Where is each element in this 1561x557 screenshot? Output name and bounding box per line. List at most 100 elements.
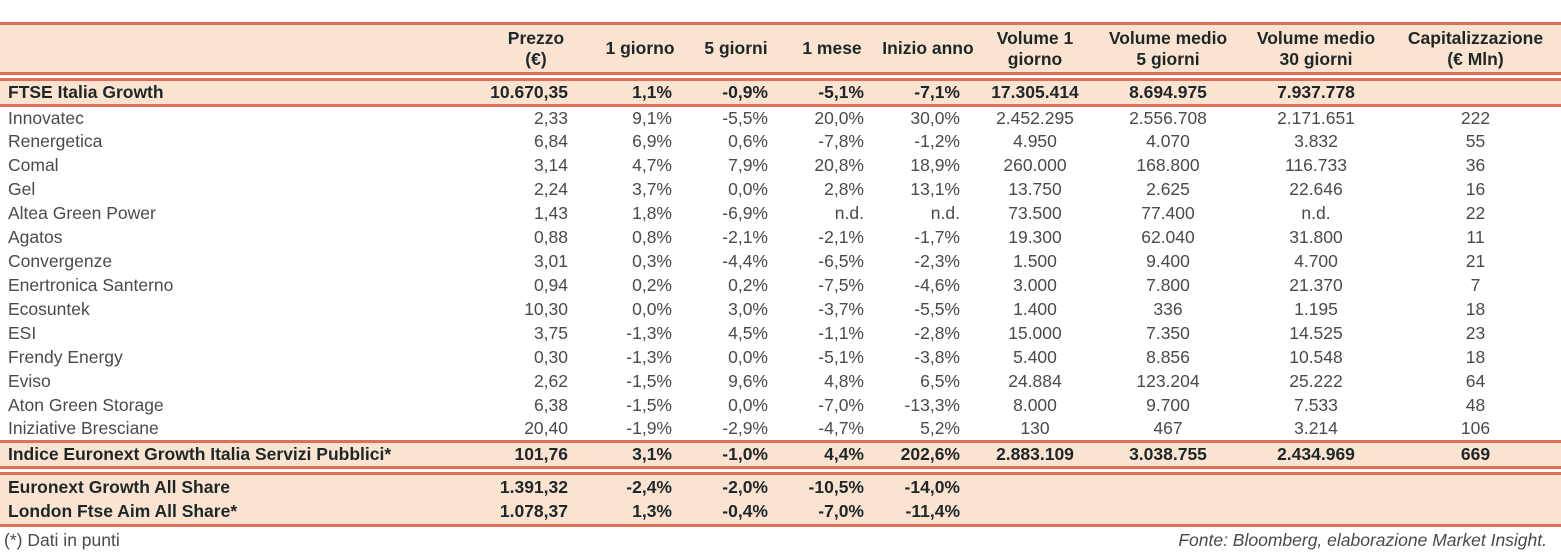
cell: 1,43 <box>533 203 568 223</box>
header-cell-giorno-1: 1 giorno <box>592 22 688 75</box>
cell: -7,1% <box>880 78 976 107</box>
cell: 2,62 <box>533 371 568 391</box>
cell: 2.452.295 <box>996 107 1074 128</box>
row-label: Altea Green Power <box>8 203 156 223</box>
cell: 19.300 <box>1008 227 1062 247</box>
cell: 64 <box>1465 371 1486 391</box>
cell: 1.391,32 <box>480 472 592 500</box>
header-label: Volume medio <box>1108 28 1228 49</box>
cell: 36 <box>1465 155 1486 175</box>
cell: 22 <box>1465 203 1486 223</box>
header-cell-volume-medio-30-giorni: Volume medio 30 giorni <box>1242 22 1390 75</box>
cell: -3,7% <box>818 299 864 319</box>
cell: 7.937.778 <box>1242 78 1390 107</box>
cell: 9,1% <box>632 107 672 128</box>
cell: 0,2% <box>632 275 672 295</box>
row-label: Renergetica <box>8 131 103 151</box>
cell: -6,9% <box>722 203 768 223</box>
cell: 4.070 <box>1146 131 1190 151</box>
index-row-euronext-growth-italia-servizi-pubblici: Indice Euronext Growth Italia Servizi Pu… <box>0 440 1561 469</box>
cell: 0,0% <box>728 179 768 199</box>
cell: -5,1% <box>818 347 864 367</box>
table-header-row: Prezzo (€) 1 giorno 5 giorni 1 mese Inizio an… <box>0 22 1561 75</box>
cell: 2,33 <box>533 107 568 128</box>
cell: 3.038.755 <box>1094 440 1242 469</box>
header-cell-capitalizzazione: Capitalizzazione (€ Mln) <box>1390 22 1561 75</box>
stock-row-ecosuntek: Ecosuntek 10,30 0,0% 3,0% -3,7% -5,5% 1.400 336… <box>0 298 1561 322</box>
cell: 669 <box>1390 440 1561 469</box>
market-data-table: Prezzo (€) 1 giorno 5 giorni 1 mese Inizio an… <box>0 22 1561 527</box>
header-cell-giorni-5: 5 giorni <box>688 22 784 75</box>
row-label: Euronext Growth All Share <box>0 472 480 500</box>
row-label: Innovatec <box>8 107 84 128</box>
cell: 2,24 <box>533 179 568 199</box>
cell: n.d. <box>1301 203 1331 223</box>
cell: 2.434.969 <box>1242 440 1390 469</box>
cell: 77.400 <box>1141 203 1195 223</box>
stock-row-gel: Gel 2,24 3,7% 0,0% 2,8% 13,1% 13.750 2.625 22.64… <box>0 178 1561 202</box>
cell: 16 <box>1465 179 1486 199</box>
cell: 11 <box>1466 227 1485 247</box>
cell: -0,4% <box>688 499 784 527</box>
cell: 15.000 <box>1008 323 1062 343</box>
header-cell-prezzo: Prezzo (€) <box>480 22 592 75</box>
stock-row-comal: Comal 3,14 4,7% 7,9% 20,8% 18,9% 260.000 168.80… <box>0 154 1561 178</box>
cell: -2,4% <box>592 472 688 500</box>
header-label: Capitalizzazione <box>1407 28 1544 49</box>
cell: 55 <box>1465 131 1486 151</box>
cell: 3,14 <box>533 155 568 175</box>
row-label: Ecosuntek <box>8 299 90 319</box>
cell <box>1390 499 1561 527</box>
cell: 25.222 <box>1289 371 1343 391</box>
cell: -2,0% <box>688 472 784 500</box>
cell: 467 <box>1153 418 1183 439</box>
cell <box>976 499 1094 527</box>
stock-row-convergenze: Convergenze 3,01 0,3% -4,4% -6,5% -2,3% 1.500 9… <box>0 250 1561 274</box>
cell: 48 <box>1465 395 1486 415</box>
table-footer: (*) Dati in punti Fonte: Bloomberg, elab… <box>0 530 1561 551</box>
cell: -5,1% <box>784 78 880 107</box>
section-gap-cell <box>0 467 1561 474</box>
cell: 202,6% <box>880 440 976 469</box>
cell: 0,2% <box>728 275 768 295</box>
cell: -4,7% <box>818 418 864 439</box>
cell: -1,5% <box>626 371 672 391</box>
cell: 260.000 <box>1003 155 1067 175</box>
row-label: Aton Green Storage <box>8 395 164 415</box>
header-sublabel: giorno <box>1007 48 1063 69</box>
cell: 1.078,37 <box>480 499 592 527</box>
cell: -2,3% <box>914 251 960 271</box>
cell: -1,1% <box>818 323 864 343</box>
cell: 1,8% <box>632 203 672 223</box>
header-cell-mese-1: 1 mese <box>784 22 880 75</box>
cell: 0,0% <box>632 299 672 319</box>
cell: n.d. <box>930 203 960 223</box>
index-row-london-ftse-aim-all-share: London Ftse Aim All Share* 1.078,37 1,3% -0… <box>0 499 1561 527</box>
cell <box>1242 499 1390 527</box>
cell: -2,1% <box>818 227 864 247</box>
cell: 0,0% <box>728 347 768 367</box>
cell: 0,0% <box>728 395 768 415</box>
row-label: Gel <box>8 179 36 199</box>
cell: 62.040 <box>1141 227 1195 247</box>
cell: 101,76 <box>480 440 592 469</box>
row-label: London Ftse Aim All Share* <box>0 499 480 527</box>
header-label: Volume medio <box>1256 28 1376 49</box>
cell: -4,6% <box>914 275 960 295</box>
header-cell-volume-medio-5-giorni: Volume medio 5 giorni <box>1094 22 1242 75</box>
cell: 0,8% <box>632 227 672 247</box>
cell: 116.733 <box>1285 155 1347 175</box>
cell: 20,40 <box>524 418 568 439</box>
section-gap-cell <box>0 73 1561 80</box>
cell: 10,30 <box>524 299 568 319</box>
cell: n.d. <box>834 203 864 223</box>
cell: 7,9% <box>728 155 768 175</box>
cell: 21.370 <box>1289 275 1343 295</box>
cell: -2,9% <box>722 418 768 439</box>
cell: 7.800 <box>1146 275 1190 295</box>
stock-row-agatos: Agatos 0,88 0,8% -2,1% -2,1% -1,7% 19.300 62.04… <box>0 226 1561 250</box>
cell: 130 <box>1020 418 1050 439</box>
cell: -0,9% <box>688 78 784 107</box>
cell: 336 <box>1153 299 1183 319</box>
cell: 1.195 <box>1294 299 1338 319</box>
